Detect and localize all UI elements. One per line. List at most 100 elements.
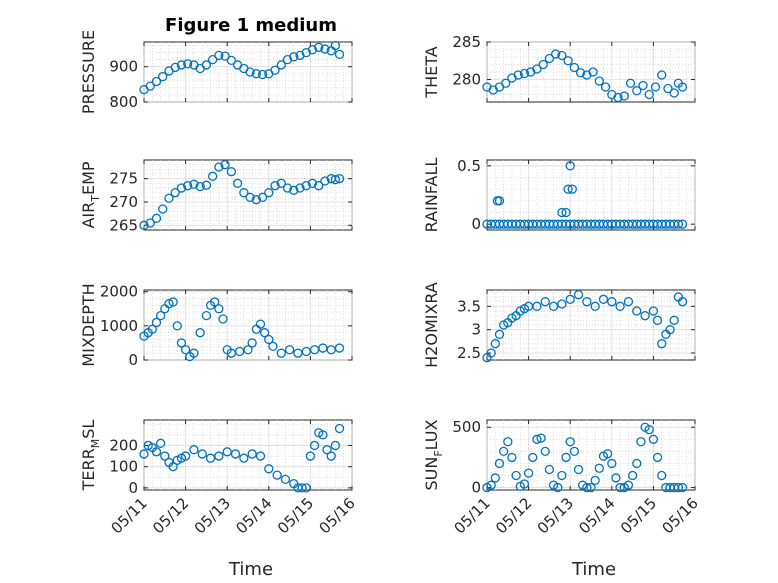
data-point xyxy=(334,174,345,184)
data-point xyxy=(214,162,224,172)
data-point xyxy=(532,434,542,444)
data-point xyxy=(557,207,567,218)
data-point xyxy=(486,480,496,490)
x-tick-label: 05/16 xyxy=(659,494,702,537)
y-axis-label: MIXDEPTH xyxy=(79,283,98,366)
data-point xyxy=(519,68,530,79)
data-point xyxy=(650,82,661,92)
data-point xyxy=(563,184,573,194)
x-tick-label: 05/14 xyxy=(575,494,618,537)
data-point xyxy=(195,181,205,192)
y-tick-label: 100 xyxy=(109,458,138,476)
data-point xyxy=(189,348,199,358)
data-point xyxy=(245,67,255,77)
data-point xyxy=(503,437,513,447)
data-point xyxy=(501,78,511,88)
data-point xyxy=(307,45,318,55)
data-point xyxy=(276,178,286,188)
data-point xyxy=(490,339,500,349)
data-point xyxy=(164,299,174,309)
data-point xyxy=(270,65,280,75)
data-point xyxy=(272,470,282,480)
data-point xyxy=(168,297,178,307)
y-tick-label: 0.5 xyxy=(457,157,481,175)
data-point xyxy=(540,446,550,457)
data-point xyxy=(565,437,575,447)
data-point xyxy=(677,82,688,92)
data-point xyxy=(309,440,320,451)
data-point xyxy=(264,334,274,345)
figure-title: Figure 1 medium xyxy=(165,15,337,36)
axes-frame xyxy=(486,159,696,231)
data-point xyxy=(544,53,555,64)
data-point xyxy=(207,171,218,181)
data-point xyxy=(230,449,241,459)
y-tick-label: 3.5 xyxy=(457,297,481,315)
data-point xyxy=(594,463,604,473)
data-point xyxy=(251,195,261,205)
data-point xyxy=(220,51,230,61)
data-point xyxy=(282,183,293,193)
data-point xyxy=(573,464,584,475)
data-point xyxy=(594,76,604,86)
data-point xyxy=(207,54,218,65)
data-point xyxy=(247,338,257,348)
data-point xyxy=(613,92,623,103)
data-point xyxy=(172,321,182,331)
data-point xyxy=(567,184,577,194)
data-point xyxy=(677,219,688,229)
data-point xyxy=(214,304,224,314)
data-point xyxy=(139,220,149,230)
data-point xyxy=(145,81,155,91)
data-point xyxy=(320,44,330,54)
subplot-2: 265 270 275 AIRTEMP xyxy=(79,159,353,234)
data-point xyxy=(615,301,625,311)
data-point xyxy=(644,89,654,100)
data-point xyxy=(673,482,684,493)
data-point xyxy=(498,446,509,457)
data-point xyxy=(255,319,266,329)
data-point xyxy=(322,445,332,455)
data-point xyxy=(301,181,311,191)
y-tick-label: 800 xyxy=(109,93,138,111)
data-point xyxy=(657,70,667,80)
axes-frame xyxy=(143,41,353,103)
data-point xyxy=(600,82,611,92)
data-point xyxy=(247,449,257,459)
data-point xyxy=(301,483,311,493)
data-point xyxy=(644,425,654,435)
data-point xyxy=(168,462,178,472)
data-point xyxy=(538,59,548,70)
y-axis-label: RAINFALL xyxy=(422,158,441,233)
y-tick-label: 280 xyxy=(452,71,481,89)
data-point xyxy=(648,434,659,444)
data-point xyxy=(139,449,149,459)
y-tick-label: 900 xyxy=(109,58,138,76)
x-tick-label: 05/15 xyxy=(617,494,660,537)
data-point xyxy=(334,423,345,434)
data-point xyxy=(270,181,280,191)
data-point xyxy=(280,474,291,485)
x-tick-label: 05/13 xyxy=(534,494,577,537)
y-tick-label: 275 xyxy=(109,170,138,188)
data-point xyxy=(314,42,324,52)
data-point xyxy=(632,458,642,469)
data-point xyxy=(586,482,596,493)
data-point xyxy=(284,345,295,355)
data-point xyxy=(623,480,634,490)
data-point xyxy=(607,297,617,307)
axes-frame xyxy=(143,159,353,231)
data-point xyxy=(145,218,155,228)
data-point xyxy=(297,483,307,493)
data-point xyxy=(548,301,559,311)
data-point xyxy=(557,470,567,481)
data-point xyxy=(507,452,517,463)
data-point xyxy=(640,311,650,321)
data-point xyxy=(201,60,212,70)
data-point xyxy=(611,473,621,483)
y-tick-label: 200 xyxy=(109,436,138,454)
subplot-0: 800 900 PRESSURE xyxy=(79,30,353,114)
data-point xyxy=(582,297,592,307)
